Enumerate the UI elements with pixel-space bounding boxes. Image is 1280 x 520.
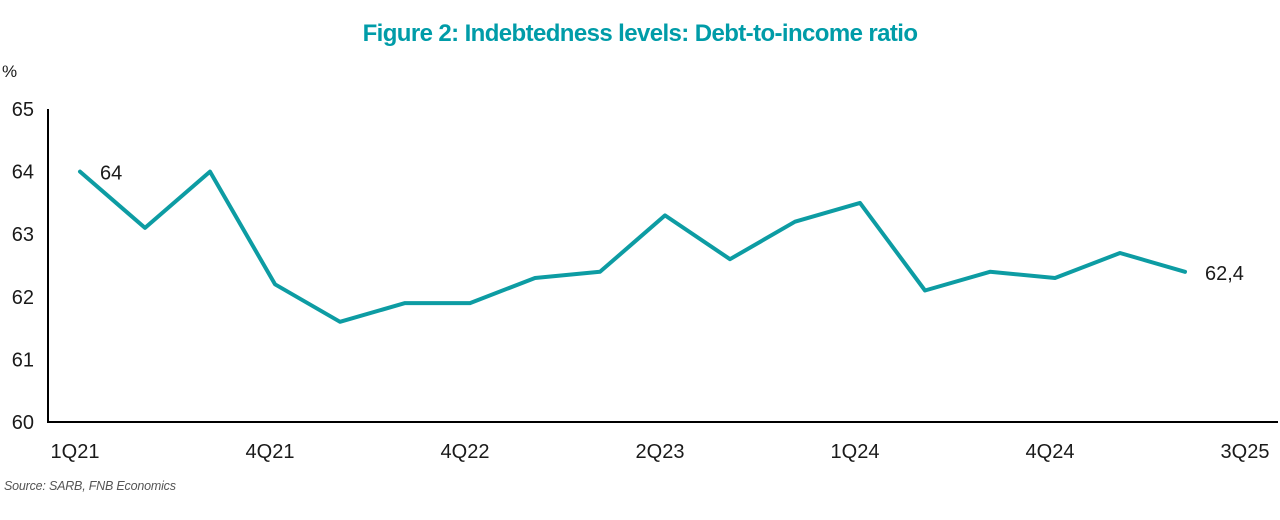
x-tick-label: 4Q22: [441, 441, 490, 463]
y-tick-label: 61: [12, 349, 34, 371]
series-layer: [78, 169, 1187, 324]
x-tick-label: 4Q24: [1026, 441, 1075, 463]
y-tick-label: 63: [12, 224, 34, 246]
data-point-label: 62,4: [1205, 263, 1244, 285]
y-axis-unit-label: %: [2, 62, 18, 81]
source-note: Source: SARB, FNB Economics: [4, 479, 176, 493]
tick-labels-layer: 60 61 62 63 64 65 1Q21 4Q21 4Q22 2Q23 1Q24 4Q24 3Q25: [12, 99, 1270, 463]
y-tick-label: 62: [12, 287, 34, 309]
x-tick-label: 4Q21: [246, 441, 295, 463]
axes-layer: [47, 109, 1278, 423]
x-tick-label: 2Q23: [636, 441, 685, 463]
chart-title: Figure 2: Indebtedness levels: Debt-to-i…: [362, 20, 918, 47]
data-point-label: 64: [100, 163, 122, 185]
x-tick-label: 1Q24: [831, 441, 880, 463]
line-series-debt-to-income: [78, 169, 1187, 324]
y-tick-label: 60: [12, 412, 34, 434]
y-tick-label: 65: [12, 99, 34, 121]
annotations-layer: 64 62,4: [100, 163, 1244, 285]
x-tick-label: 3Q25: [1221, 441, 1270, 463]
x-tick-label: 1Q21: [51, 441, 100, 463]
y-tick-label: 64: [12, 162, 34, 184]
